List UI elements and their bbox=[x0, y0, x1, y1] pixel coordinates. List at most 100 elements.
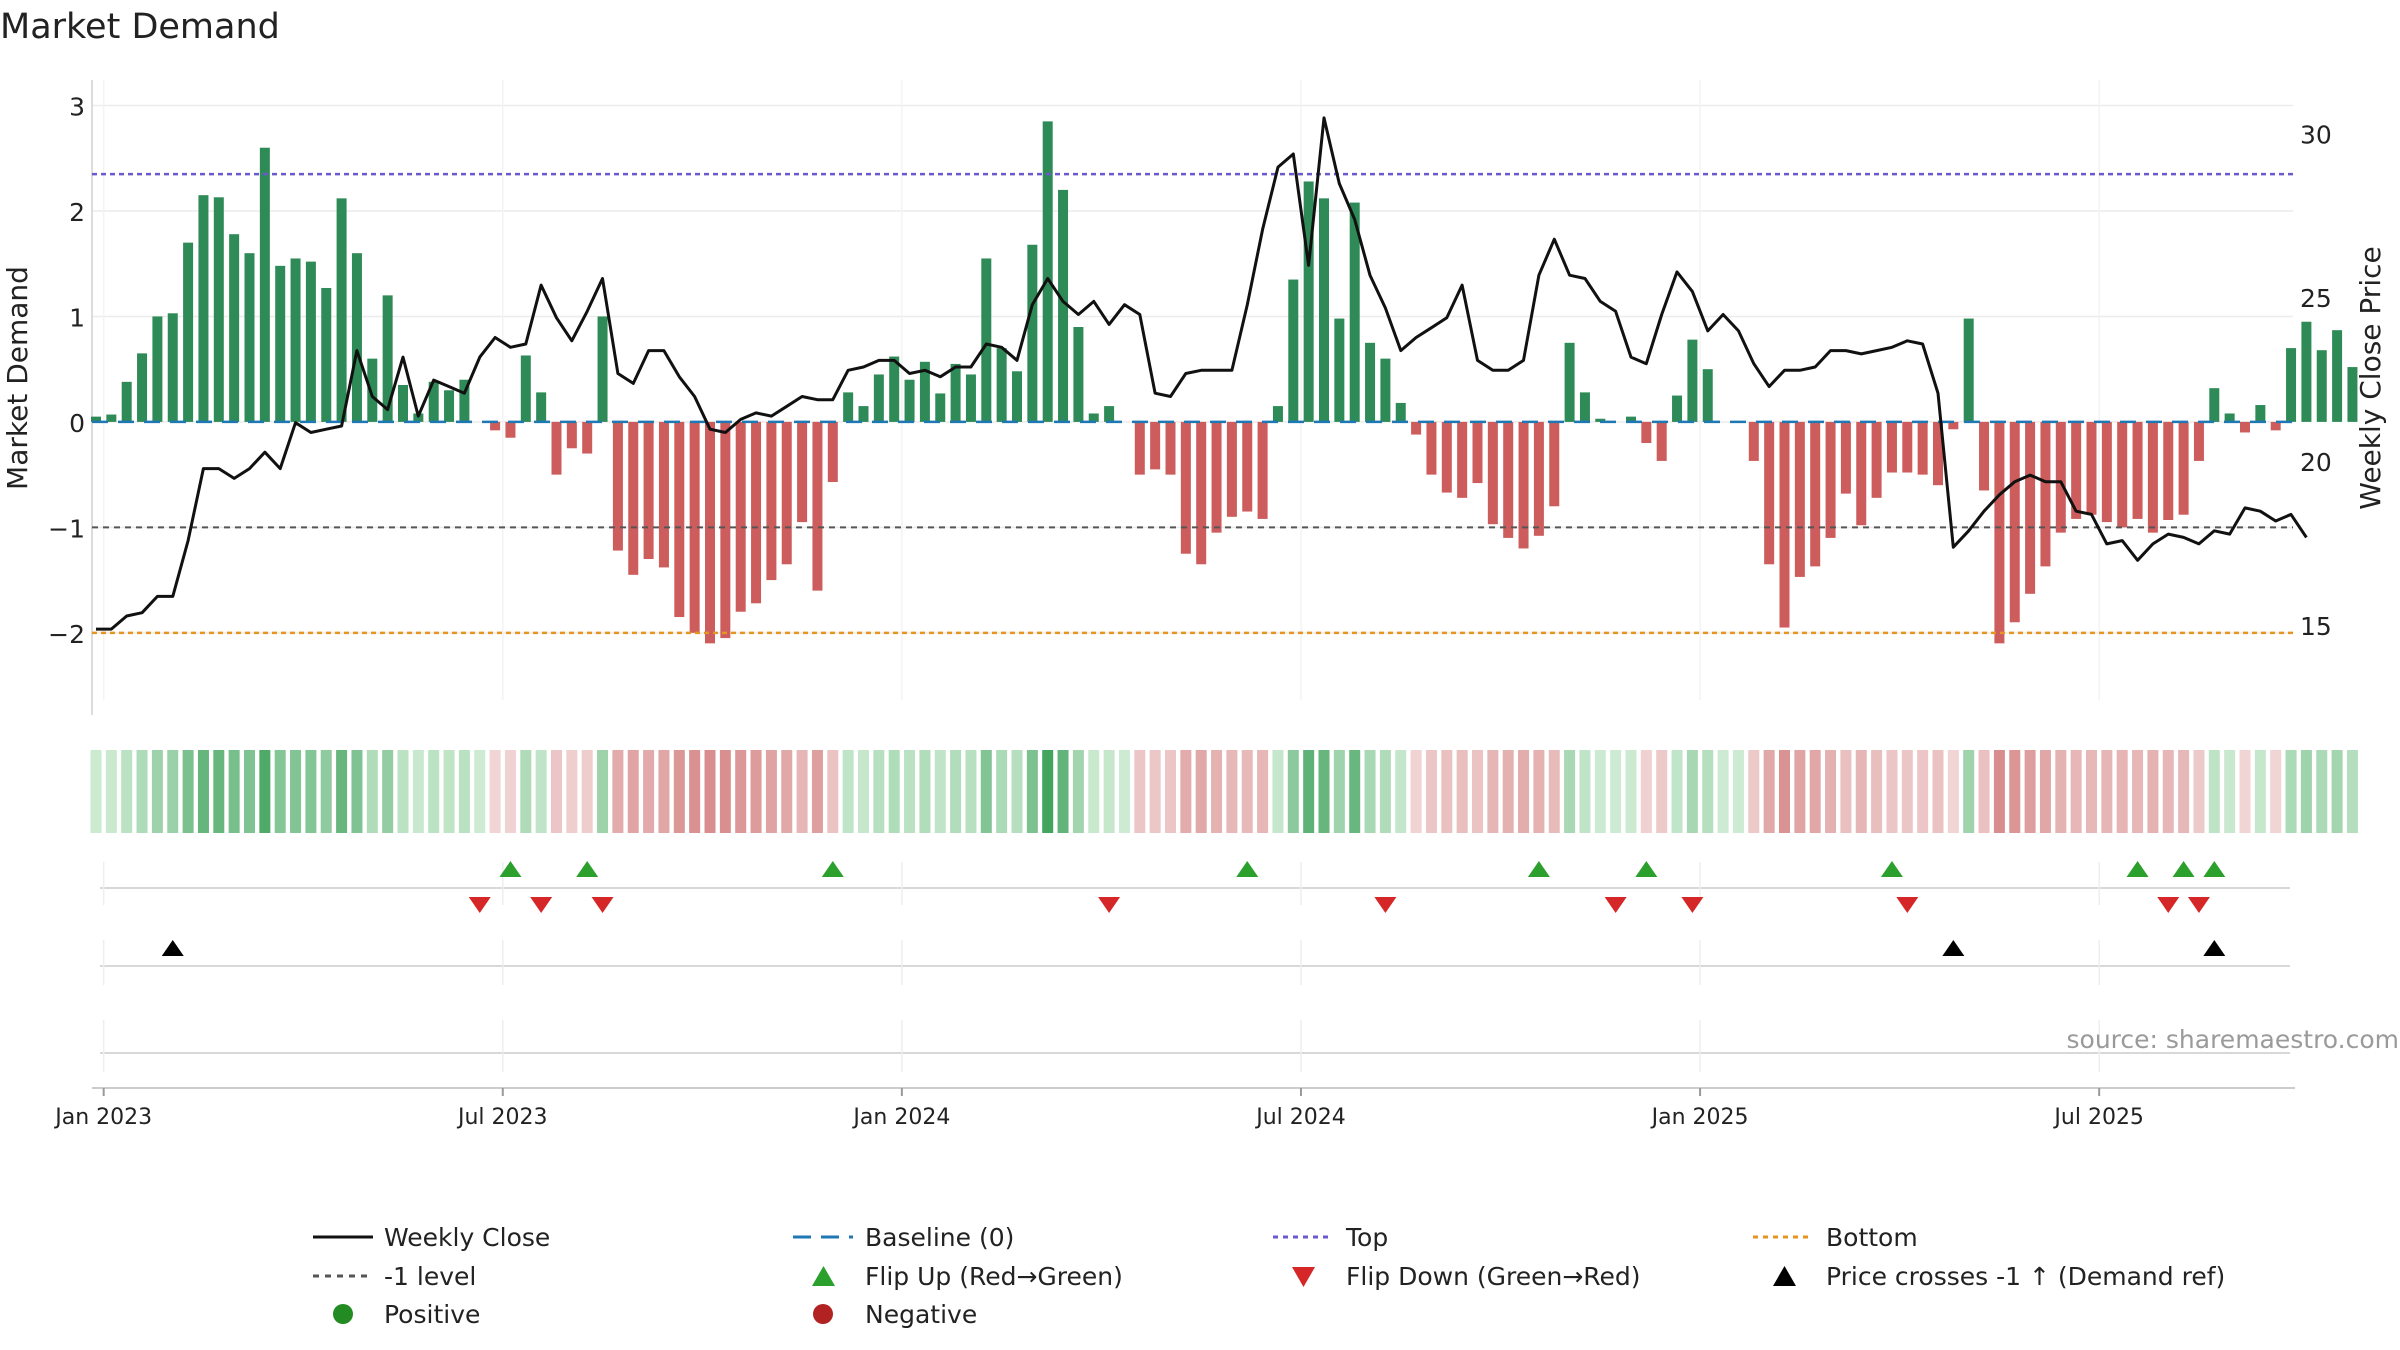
demand-bar-positive bbox=[275, 265, 286, 422]
legend-price-cross-icon bbox=[1773, 1266, 1796, 1286]
legend-flip-down-icon bbox=[1292, 1267, 1315, 1287]
heat-cell bbox=[1564, 750, 1576, 833]
heat-cell bbox=[1871, 750, 1883, 833]
heat-cell bbox=[1947, 750, 1959, 833]
demand-bar-positive bbox=[444, 390, 455, 422]
heat-cell bbox=[873, 750, 885, 833]
demand-bar-positive bbox=[2301, 321, 2312, 422]
demand-bar-positive bbox=[1319, 198, 1329, 422]
demand-bar-negative bbox=[735, 421, 746, 612]
heat-cell bbox=[2070, 750, 2082, 833]
demand-bar-negative bbox=[566, 421, 577, 449]
heat-cell bbox=[2101, 750, 2113, 833]
heat-cell bbox=[1149, 750, 1161, 833]
heat-cell bbox=[520, 750, 532, 833]
legend-baseline: Baseline (0) bbox=[865, 1223, 1014, 1252]
demand-bar-negative bbox=[674, 421, 685, 617]
heat-cell bbox=[1364, 750, 1376, 833]
legend-positive-dot-icon bbox=[333, 1304, 353, 1324]
demand-bar-positive bbox=[965, 374, 976, 422]
heat-cell bbox=[888, 750, 900, 833]
legend-price-cross: Price crosses -1 ↑ (Demand ref) bbox=[1826, 1262, 2225, 1291]
demand-bar-positive bbox=[2316, 350, 2327, 422]
demand-bar-positive bbox=[1088, 413, 1099, 422]
demand-bar-positive bbox=[843, 392, 854, 422]
heat-cell bbox=[1395, 750, 1407, 833]
demand-bar-negative bbox=[1196, 421, 1207, 565]
heat-cell bbox=[1241, 750, 1253, 833]
demand-bar-negative bbox=[812, 421, 823, 591]
demand-bar-negative bbox=[1917, 421, 1928, 475]
x-tick-label: Jul 2025 bbox=[2052, 1105, 2144, 1130]
demand-bar-positive bbox=[137, 353, 148, 422]
demand-bar-negative bbox=[766, 421, 777, 581]
heat-cell bbox=[443, 750, 455, 833]
demand-bar-negative bbox=[2009, 421, 2020, 623]
heat-cell bbox=[1579, 750, 1591, 833]
heat-cell bbox=[1502, 750, 1514, 833]
flip-up-marker bbox=[499, 861, 522, 877]
demand-bar-negative bbox=[797, 421, 808, 523]
heat-cell bbox=[1026, 750, 1038, 833]
legend-top: Top bbox=[1345, 1223, 1388, 1252]
flip-up-marker bbox=[1527, 861, 1550, 877]
demand-bar-negative bbox=[2178, 421, 2189, 515]
heat-cell bbox=[673, 750, 685, 833]
heat-cell bbox=[1763, 750, 1775, 833]
demand-bar-negative bbox=[2055, 421, 2066, 533]
demand-bar-positive bbox=[1687, 339, 1698, 422]
watermark: source: sharemaestro.com bbox=[2067, 1025, 2400, 1054]
demand-bar-positive bbox=[1626, 416, 1636, 422]
price-cross-marker bbox=[2203, 940, 2226, 956]
demand-bar-positive bbox=[1288, 279, 1299, 422]
demand-bar-positive bbox=[1303, 181, 1314, 422]
heat-cell bbox=[182, 750, 194, 833]
demand-bar-positive bbox=[1349, 202, 1360, 422]
demand-bar-positive bbox=[981, 258, 992, 422]
heat-cell bbox=[1533, 750, 1545, 833]
demand-bar-negative bbox=[1211, 421, 1222, 533]
heat-cell bbox=[1272, 750, 1284, 833]
heat-cell bbox=[489, 750, 501, 833]
heat-cell bbox=[1103, 750, 1115, 833]
flip-up-marker bbox=[1880, 861, 1903, 877]
heat-cell bbox=[704, 750, 716, 833]
heat-cell bbox=[290, 750, 302, 833]
flip-up-marker bbox=[1236, 861, 1259, 877]
demand-bar-positive bbox=[259, 147, 270, 422]
demand-bar-negative bbox=[751, 421, 762, 604]
heat-cell bbox=[1165, 750, 1176, 833]
demand-bar-positive bbox=[1380, 358, 1391, 422]
left-tick-label: −2 bbox=[48, 620, 85, 649]
x-tick-label: Jan 2025 bbox=[1650, 1105, 1749, 1130]
demand-bar-negative bbox=[2117, 421, 2128, 528]
demand-bar-positive bbox=[1042, 121, 1053, 422]
demand-bar-positive bbox=[321, 287, 332, 422]
demand-bar-negative bbox=[1411, 421, 1422, 435]
heat-cell bbox=[842, 750, 854, 833]
heat-cell bbox=[1917, 750, 1929, 833]
flip-down-marker bbox=[1681, 897, 1704, 913]
demand-bar-negative bbox=[1226, 421, 1237, 517]
demand-bar-negative bbox=[505, 421, 516, 438]
demand-bar-negative bbox=[1810, 421, 1821, 567]
heat-cell bbox=[597, 750, 609, 833]
heat-cell bbox=[719, 750, 731, 833]
heat-cell bbox=[996, 750, 1008, 833]
heat-cell bbox=[566, 750, 578, 833]
flip-up-marker bbox=[2172, 861, 2195, 877]
heat-cell bbox=[934, 750, 946, 833]
demand-bar-positive bbox=[290, 258, 301, 422]
heat-cell bbox=[1855, 750, 1867, 833]
demand-bar-positive bbox=[367, 358, 378, 422]
demand-bar-negative bbox=[2163, 421, 2174, 520]
heat-cell bbox=[1748, 750, 1760, 833]
demand-bar-positive bbox=[1963, 318, 1974, 422]
demand-bar-positive bbox=[413, 413, 424, 422]
demand-heat-strip bbox=[90, 750, 2358, 833]
demand-bar-negative bbox=[1948, 421, 1959, 430]
heat-cell bbox=[1610, 750, 1622, 833]
x-tick-label: Jul 2024 bbox=[1254, 1105, 1346, 1130]
demand-bar-negative bbox=[1764, 421, 1775, 565]
